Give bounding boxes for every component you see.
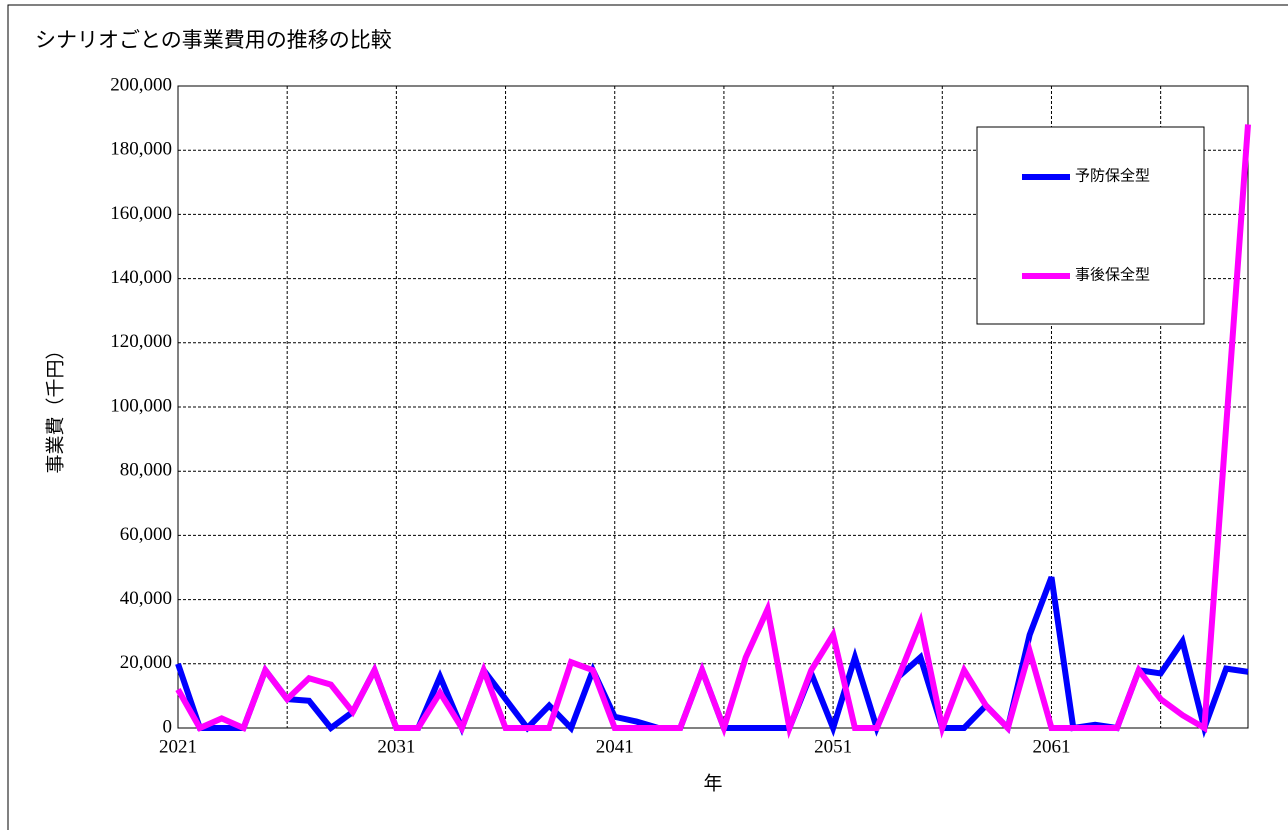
- x-tick-label: 2021: [159, 736, 197, 757]
- x-axis-label: 年: [703, 772, 722, 794]
- y-tick-label: 120,000: [110, 331, 172, 352]
- y-tick-label: 200,000: [110, 74, 172, 95]
- series-line: [175, 124, 1251, 740]
- y-tick-label: 160,000: [110, 203, 172, 224]
- legend-box: [976, 126, 1205, 325]
- x-tick-label: 2051: [814, 736, 852, 757]
- y-tick-label: 0: [163, 716, 173, 737]
- x-tick-label: 2031: [377, 736, 415, 757]
- legend-label: 事後保全型: [1075, 265, 1150, 283]
- y-tick-label: 20,000: [120, 652, 172, 673]
- legend-label: 予防保全型: [1075, 166, 1150, 184]
- x-tick-label: 2061: [1032, 736, 1070, 757]
- chart-title: シナリオごとの事業費用の推移の比較: [35, 28, 392, 52]
- y-axis-label: 事業費（千円）: [44, 340, 66, 473]
- y-tick-label: 100,000: [110, 395, 172, 416]
- y-tick-label: 180,000: [110, 139, 172, 160]
- y-tick-label: 40,000: [120, 588, 172, 609]
- y-tick-label: 140,000: [110, 267, 172, 288]
- plot-border: [177, 85, 1249, 729]
- y-tick-label: 60,000: [120, 524, 172, 545]
- y-tick-label: 80,000: [120, 460, 172, 481]
- frame: [7, 4, 1288, 830]
- x-tick-label: 2041: [596, 736, 634, 757]
